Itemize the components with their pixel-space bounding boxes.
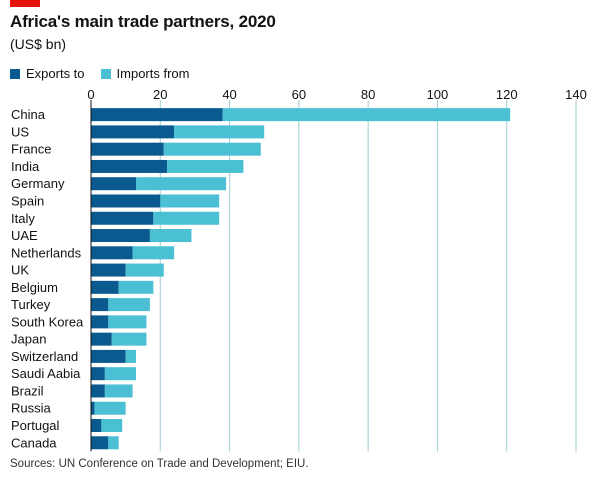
bar-imports	[167, 159, 244, 173]
chart-subtitle: (US$ bn)	[10, 36, 67, 52]
bar-exports	[91, 298, 109, 312]
x-tick-label: 100	[427, 87, 449, 102]
x-tick-label: 20	[153, 87, 167, 102]
category-label: Turkey	[11, 297, 51, 312]
chart-title: Africa's main trade partners, 2020	[10, 12, 276, 31]
bar-imports	[136, 177, 227, 191]
bar-exports	[91, 229, 150, 243]
x-tick-label: 0	[87, 87, 94, 102]
bar-exports	[91, 315, 109, 329]
category-label: Saudi Aabia	[11, 366, 81, 381]
bar-imports	[153, 211, 220, 225]
legend-swatch-exports	[10, 68, 20, 79]
bar-exports	[91, 384, 105, 398]
bar-exports	[91, 159, 168, 173]
legend-item-imports: Imports from	[100, 66, 190, 81]
bar-exports	[91, 211, 154, 225]
bar-imports	[174, 125, 265, 139]
bar-exports	[91, 332, 112, 346]
legend-label-exports: Exports to	[26, 66, 85, 81]
bar-exports	[91, 263, 126, 277]
bar-imports	[160, 194, 220, 208]
category-label: India	[11, 159, 40, 174]
chart-legend: Exports to Imports from	[10, 66, 206, 81]
bar-exports	[91, 418, 102, 432]
legend-item-exports: Exports to	[10, 66, 85, 81]
category-label: France	[11, 142, 51, 157]
category-label: South Korea	[11, 314, 84, 329]
category-label: Spain	[11, 193, 44, 208]
bar-exports	[91, 142, 164, 156]
bar-exports	[91, 401, 95, 415]
bar-imports	[94, 401, 126, 415]
bar-exports	[91, 108, 223, 122]
category-label: Italy	[11, 211, 35, 226]
category-label: China	[11, 107, 46, 122]
x-tick-label: 40	[222, 87, 236, 102]
bar-imports	[108, 298, 150, 312]
legend-swatch-imports	[100, 68, 111, 79]
bar-imports	[108, 315, 147, 329]
category-label: Netherlands	[11, 245, 82, 260]
bar-exports	[91, 349, 126, 363]
category-label: UK	[11, 263, 29, 278]
bar-exports	[91, 125, 175, 139]
bar-exports	[91, 280, 119, 294]
category-label: UAE	[11, 228, 38, 243]
bar-imports	[104, 384, 133, 398]
x-tick-label: 140	[565, 87, 587, 102]
bar-exports	[91, 367, 105, 381]
bar-exports	[91, 246, 133, 260]
category-label: Switzerland	[11, 349, 78, 364]
bar-exports	[91, 194, 161, 208]
category-label: Brazil	[11, 383, 44, 398]
bar-imports	[111, 332, 147, 346]
source-note: Sources: UN Conference on Trade and Deve…	[10, 458, 309, 470]
x-tick-label: 80	[361, 87, 375, 102]
bar-imports	[101, 418, 123, 432]
category-label: Canada	[11, 435, 57, 450]
category-label: US	[11, 124, 29, 139]
category-label: Portugal	[11, 418, 60, 433]
category-label: Belgium	[11, 280, 58, 295]
bar-imports	[132, 246, 175, 260]
category-label: Japan	[11, 332, 46, 347]
bar-imports	[149, 229, 192, 243]
bar-imports	[108, 436, 119, 450]
category-label: Russia	[11, 401, 52, 416]
bar-imports	[125, 349, 137, 363]
bar-imports	[163, 142, 261, 156]
brand-red-tag	[10, 0, 40, 7]
bar-exports	[91, 436, 109, 450]
bar-exports	[91, 177, 137, 191]
category-label: Germany	[11, 176, 65, 191]
bar-imports	[118, 280, 154, 294]
bar-imports	[125, 263, 164, 277]
bar-imports	[104, 367, 137, 381]
x-tick-label: 60	[292, 87, 306, 102]
x-tick-label: 120	[496, 87, 518, 102]
bar-imports	[222, 108, 511, 122]
legend-label-imports: Imports from	[116, 66, 190, 81]
